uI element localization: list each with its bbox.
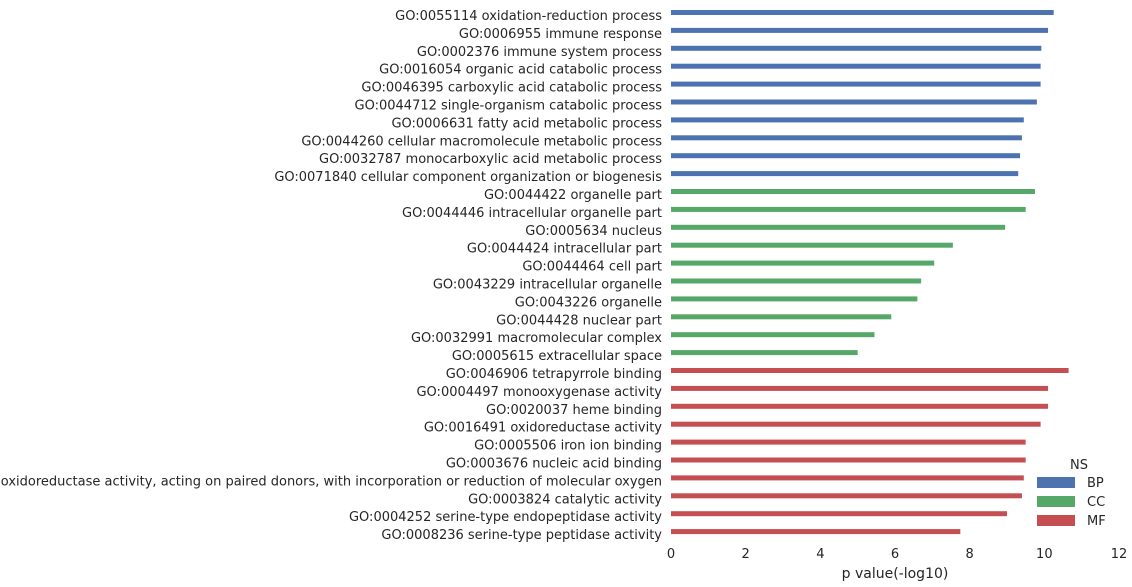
bar-mf-20 — [671, 368, 1069, 373]
category-label: GO:0044712 single-organism catabolic pro… — [355, 99, 663, 114]
bar-cc-10 — [671, 189, 1035, 194]
category-label: GO:0046906 tetrapyrrole binding — [446, 367, 662, 382]
category-label: GO:0020037 heme binding — [486, 403, 662, 418]
x-tick-label: 12 — [1111, 547, 1128, 562]
category-label: GO:0003824 catalytic activity — [468, 492, 662, 507]
bar-bp-3 — [671, 63, 1041, 69]
bars-group — [671, 10, 1069, 535]
legend-label-cc: CC — [1087, 495, 1105, 510]
x-tick-label: 4 — [816, 547, 824, 562]
category-label: GO:0044428 nuclear part — [496, 313, 662, 328]
legend-swatch-mf — [1037, 515, 1075, 526]
legend-swatch-bp — [1037, 477, 1075, 488]
bar-cc-16 — [671, 296, 918, 302]
category-label: GO:0043229 intracellular organelle — [433, 278, 662, 293]
category-label: GO:0044464 cell part — [522, 260, 662, 275]
category-label: GO:0006955 immune response — [459, 27, 662, 42]
legend-title: NS — [1070, 458, 1088, 473]
category-label: GO:0032787 monocarboxylic acid metabolic… — [319, 152, 662, 167]
category-label: GO:0005634 nucleus — [525, 224, 662, 239]
category-label: GO:0044260 cellular macromolecule metabo… — [301, 134, 662, 149]
category-labels-group: GO:0055114 oxidation-reduction process GO… — [0, 9, 662, 543]
bar-bp-8 — [671, 153, 1021, 159]
bar-mf-22 — [671, 403, 1049, 409]
legend-entries: BP CC MF — [1037, 476, 1106, 529]
category-label: GO:0055114 oxidation-reduction process — [395, 9, 662, 24]
legend-label-bp: BP — [1087, 476, 1104, 491]
bar-bp-1 — [671, 27, 1049, 33]
category-label: GO:0016054 organic acid catabolic proces… — [379, 63, 662, 78]
category-label: GO:0071840 cellular component organizati… — [274, 170, 662, 185]
bar-cc-12 — [671, 224, 1006, 230]
bar-cc-11 — [671, 206, 1026, 212]
bar-cc-17 — [671, 314, 892, 320]
x-tick-label: 8 — [966, 547, 974, 562]
bar-cc-15 — [671, 278, 922, 284]
category-label: GO:0044422 organelle part — [484, 188, 662, 203]
bar-bp-5 — [671, 99, 1037, 105]
bar-bp-0 — [671, 10, 1054, 15]
x-tick-label: 0 — [667, 547, 675, 562]
bar-mf-26 — [671, 475, 1024, 481]
bar-mf-24 — [671, 439, 1026, 445]
category-label: GO:0005506 iron ion binding — [474, 439, 662, 454]
bar-cc-19 — [671, 350, 858, 356]
category-label: GO:0046395 carboxylic acid catabolic pro… — [361, 81, 662, 96]
bar-bp-9 — [671, 171, 1019, 177]
bar-mf-27 — [671, 493, 1022, 499]
category-label: GO:0006631 fatty acid metabolic process — [391, 116, 662, 131]
category-label: GO:0004497 monooxygenase activity — [416, 385, 662, 400]
bar-cc-14 — [671, 260, 935, 266]
category-label: GO:0044446 intracellular organelle part — [402, 206, 662, 221]
category-label: GO:0004252 serine-type endopeptidase act… — [349, 510, 662, 525]
bar-mf-28 — [671, 511, 1007, 517]
bar-bp-4 — [671, 81, 1041, 87]
bar-mf-21 — [671, 385, 1049, 391]
bar-mf-23 — [671, 421, 1041, 427]
bar-bp-6 — [671, 117, 1024, 123]
category-label: GO:0016705 oxidoreductase activity, acti… — [0, 474, 662, 489]
category-label: GO:0008236 serine-type peptidase activit… — [381, 528, 662, 543]
x-tick-label: 10 — [1036, 547, 1053, 562]
category-label: GO:0043226 organelle — [515, 295, 662, 310]
bar-bp-7 — [671, 135, 1022, 141]
bar-cc-18 — [671, 332, 875, 338]
category-label: GO:0016491 oxidoreductase activity — [424, 421, 662, 436]
bar-bp-2 — [671, 45, 1042, 51]
legend: NS BP CC MF — [1037, 458, 1106, 529]
category-label: GO:0044424 intracellular part — [467, 242, 662, 257]
legend-swatch-cc — [1037, 496, 1075, 507]
category-label: GO:0005615 extracellular space — [452, 349, 662, 364]
x-tick-labels-group: 0 2 4 6 8 10 12 — [667, 547, 1127, 562]
x-tick-label: 6 — [891, 547, 899, 562]
category-label: GO:0003676 nucleic acid binding — [446, 457, 662, 472]
legend-label-mf: MF — [1087, 514, 1106, 529]
category-label: GO:0002376 immune system process — [417, 45, 662, 60]
bar-cc-13 — [671, 242, 953, 248]
x-axis-title: p value(-log10) — [842, 566, 949, 582]
category-label: GO:0032991 macromolecular complex — [411, 331, 662, 346]
x-tick-label: 2 — [742, 547, 750, 562]
bar-mf-29 — [671, 529, 961, 535]
bar-mf-25 — [671, 457, 1026, 463]
